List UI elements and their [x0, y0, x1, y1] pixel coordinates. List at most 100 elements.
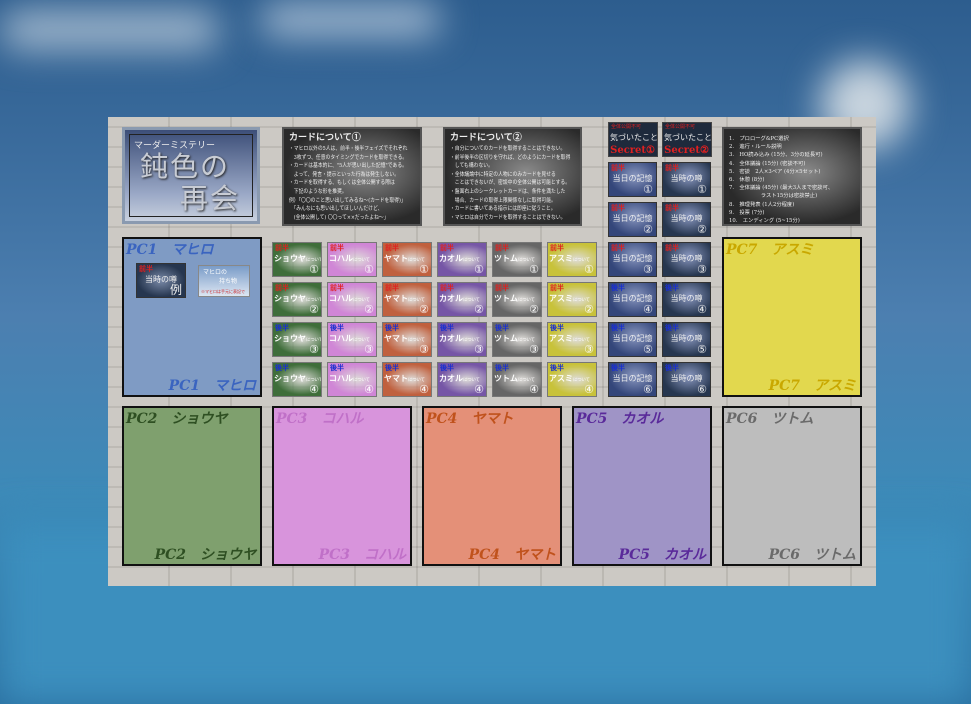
card-suffix: について [306, 258, 322, 263]
character-card[interactable]: 後半 ショウヤについて ④ [272, 362, 322, 397]
character-name: ショウヤ [274, 293, 306, 303]
player-area-pc3[interactable]: PC3 コハル PC3 コハル [272, 406, 412, 566]
phase-label: 前半 [139, 264, 153, 273]
phase-label: 後半 [611, 323, 625, 332]
character-card[interactable]: 後半 ヤマトについて ④ [382, 362, 432, 397]
card-number: ③ [309, 343, 319, 356]
player-area-pc6[interactable]: PC6 ツトム PC6 ツトム [722, 406, 862, 566]
secret-card-header: 全体公開不可 [611, 124, 642, 130]
memory-card[interactable]: 前半 当時の噂 ② [662, 202, 711, 237]
card-number: ④ [364, 383, 374, 396]
character-card-name: ショウヤについて [274, 293, 321, 305]
memory-card[interactable]: 後半 当日の記憶 ④ [608, 282, 657, 317]
phase-label: 前半 [495, 243, 509, 252]
character-card[interactable]: 後半 カオルについて ③ [437, 322, 487, 357]
memory-card[interactable]: 前半 当日の記憶 ② [608, 202, 657, 237]
character-card[interactable]: 前半 ツトムについて ① [492, 242, 542, 277]
card-suffix: について [353, 338, 370, 343]
character-card-name: ヤマトについて [384, 334, 425, 345]
character-name: アスミ [549, 293, 573, 303]
card-suffix: について [573, 378, 590, 383]
character-name: アスミ [549, 253, 573, 263]
memory-card[interactable]: 前半 当日の記憶 ③ [608, 242, 657, 277]
card-number: ① [697, 183, 707, 196]
character-card[interactable]: 後半 ヤマトについて ③ [382, 322, 432, 357]
character-card[interactable]: 後半 ショウヤについて ③ [272, 322, 322, 357]
card-number: ③ [643, 263, 653, 276]
phase-label: 後半 [330, 363, 344, 372]
character-card[interactable]: 前半 アスミについて ① [547, 242, 597, 277]
character-card[interactable]: 前半 ショウヤについて ② [272, 282, 322, 317]
schedule-item: 9. 投票 (7分) [729, 209, 765, 216]
memory-card[interactable]: 後半 当時の噂 ⑥ [662, 362, 711, 397]
rules-heading: カードについて② [450, 133, 522, 143]
character-card[interactable]: 前半 ショウヤについて ① [272, 242, 322, 277]
card-suffix: について [463, 378, 480, 383]
character-name: ショウヤ [274, 333, 306, 343]
player-label-top: PC5 カオル [576, 411, 664, 427]
character-card-name: ショウヤについて [274, 374, 321, 385]
character-card-name: コハルについて [329, 374, 370, 385]
character-card[interactable]: 前半 コハルについて ① [327, 242, 377, 277]
rules-line: 場合、カードの取得上限関係なしに取得可能。 [450, 197, 556, 204]
player-area-pc4[interactable]: PC4 ヤマト PC4 ヤマト [422, 406, 562, 566]
player-label-top: PC6 ツトム [726, 411, 814, 427]
character-card[interactable]: 前半 カオルについて ② [437, 282, 487, 317]
background-blur [260, 5, 440, 35]
character-name: ヤマト [384, 293, 408, 303]
memory-card[interactable]: 後半 当日の記憶 ⑤ [608, 322, 657, 357]
character-card[interactable]: 前半 ヤマトについて ① [382, 242, 432, 277]
memory-card[interactable]: 前半 当日の記憶 ① [608, 162, 657, 197]
player-area-pc1[interactable]: PC1 マヒロ PC1 マヒロ 前半 当時の噂例マヒロの 持ち物 ※マヒロは手元に表記で [122, 237, 262, 397]
card-number: ① [309, 263, 319, 276]
phase-label: 前半 [330, 283, 344, 292]
player-area-pc7[interactable]: PC7 アスミ PC7 アスミ [722, 237, 862, 397]
card-suffix: について [353, 298, 370, 303]
memory-card[interactable]: 前半 当時の噂 ③ [662, 242, 711, 277]
secret-card[interactable]: 全体公開不可 気づいたこと Secret② [662, 122, 712, 157]
character-card[interactable]: 後半 ツトムについて ④ [492, 362, 542, 397]
character-card[interactable]: 前半 コハルについて ② [327, 282, 377, 317]
character-name: ヤマト [384, 333, 408, 343]
character-card-name: ツトムについて [494, 254, 535, 265]
character-card[interactable]: 前半 ヤマトについて ② [382, 282, 432, 317]
character-card-name: アスミについて [549, 254, 590, 265]
memory-card[interactable]: 後半 当時の噂 ⑤ [662, 322, 711, 357]
memory-card-title: 当日の記憶 [612, 214, 653, 223]
character-name: ショウヤ [274, 253, 306, 263]
phase-label: 前半 [275, 283, 289, 292]
card-number: ③ [584, 343, 594, 356]
game-title-line: 鈍色の [140, 150, 231, 183]
rules-line: しても構わない。 [450, 163, 493, 170]
character-card[interactable]: 後半コハルについて ④ [327, 362, 377, 397]
secret-card[interactable]: 全体公開不可 気づいたこと Secret① [608, 122, 658, 157]
memory-card[interactable]: 前半 当時の噂 ① [662, 162, 711, 197]
character-card[interactable]: 前半 ツトムについて ② [492, 282, 542, 317]
phase-label: 前半 [550, 283, 564, 292]
rules-heading: カードについて① [289, 133, 361, 143]
card-suffix: について [573, 298, 590, 303]
player-area-pc5[interactable]: PC5 カオル PC5 カオル [572, 406, 712, 566]
character-card[interactable]: 後半 アスミについて ④ [547, 362, 597, 397]
character-card[interactable]: 後半 アスミについて ③ [547, 322, 597, 357]
card-number: ③ [697, 263, 707, 276]
memory-card[interactable]: 後半 当時の噂 ④ [662, 282, 711, 317]
game-board: マーダーミステリー 鈍色の 再会 カードについて① ・マヒロ以外の5人は、前半・後半… [108, 117, 876, 586]
player-area-pc2[interactable]: PC2 ショウヤ PC2 ショウヤ [122, 406, 262, 566]
character-card[interactable]: 前半 カオルについて ① [437, 242, 487, 277]
player-label-top: PC2 ショウヤ [126, 411, 228, 427]
example-tag: 例 [169, 283, 182, 297]
character-name: ツトム [494, 373, 518, 383]
memory-card-title: 当時の噂 [670, 374, 703, 383]
card-number: ③ [529, 343, 539, 356]
character-card[interactable]: 後半 コハルについて ③ [327, 322, 377, 357]
card-number: ⑤ [697, 343, 707, 356]
character-card[interactable]: 前半 アスミについて ② [547, 282, 597, 317]
schedule-list: 1. プロローグ&PC選択 2. 進行・ルール説明 3. HO読み込み (15分、3… [729, 135, 855, 225]
player-label-top: PC3 コハル [276, 411, 364, 427]
character-card[interactable]: 後半 カオルについて ④ [437, 362, 487, 397]
character-card-name: カオルについて [439, 294, 480, 305]
memory-card[interactable]: 後半 当日の記憶 ⑥ [608, 362, 657, 397]
phase-label: 後半 [385, 323, 399, 332]
character-card[interactable]: 後半 ツトムについて ③ [492, 322, 542, 357]
